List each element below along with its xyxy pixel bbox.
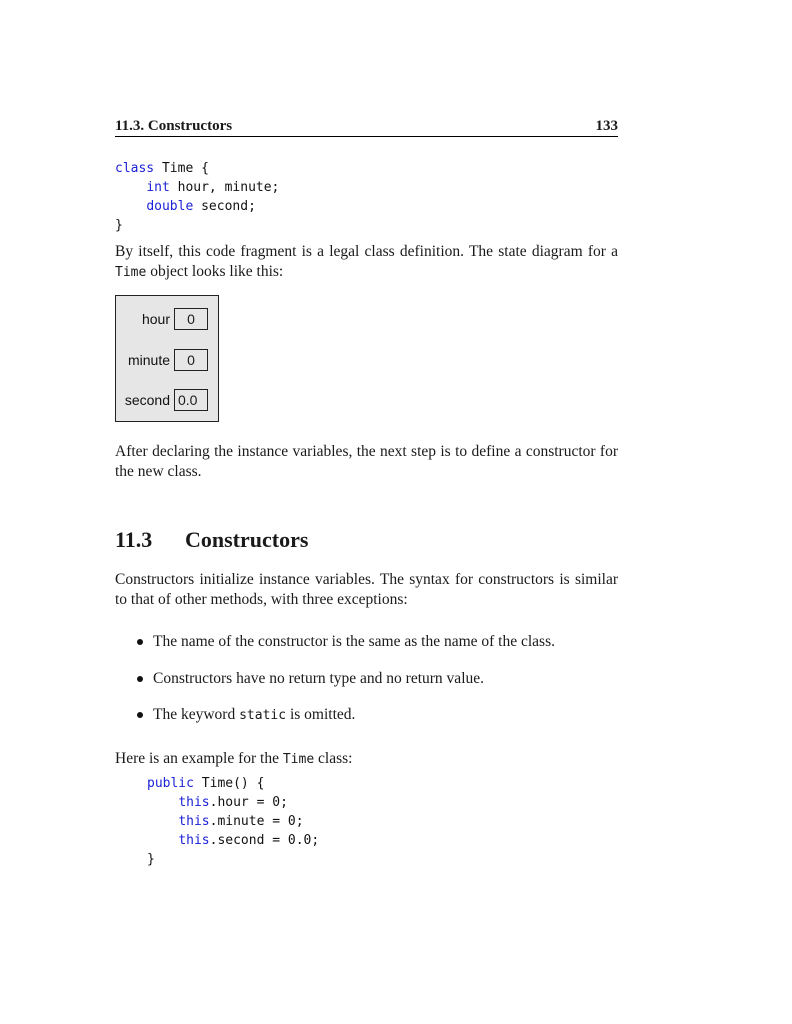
section-number: 11.3 bbox=[115, 527, 153, 552]
code-text: .second = 0.0; bbox=[209, 833, 320, 848]
bullet-icon bbox=[137, 639, 143, 645]
bullet-text: The name of the constructor is the same … bbox=[153, 633, 556, 650]
paragraph-text: object looks like this: bbox=[146, 262, 284, 280]
code-text: Time() { bbox=[193, 776, 265, 791]
bullet-text: The keyword static is omitted. bbox=[153, 705, 355, 726]
inline-code: Time bbox=[282, 752, 315, 767]
paragraph-text: class: bbox=[314, 750, 353, 767]
variable-label: minute bbox=[127, 352, 170, 368]
code-text: .hour = 0; bbox=[209, 795, 288, 810]
paragraph-text: Here is an example for the bbox=[115, 750, 283, 767]
code-keyword: public bbox=[147, 776, 194, 791]
code-keyword: this bbox=[178, 795, 210, 810]
variable-label: hour bbox=[141, 311, 170, 327]
paragraph-state-diagram-intro: By itself, this code fragment is a legal… bbox=[115, 242, 618, 282]
paragraph-text: By itself, this code fragment is a legal… bbox=[115, 243, 618, 260]
inline-code: Time bbox=[115, 264, 147, 280]
state-row-minute: minute 0 bbox=[116, 349, 220, 371]
running-header: 11.3. Constructors 133 bbox=[115, 118, 618, 137]
inline-code: static bbox=[239, 708, 287, 723]
code-text: } bbox=[115, 218, 123, 233]
variable-value-box: 0 bbox=[174, 308, 208, 330]
header-page-number: 133 bbox=[595, 118, 619, 134]
section-title: Constructors bbox=[185, 527, 309, 552]
code-text: Time { bbox=[154, 161, 209, 176]
bullet-icon bbox=[137, 712, 143, 718]
code-text: .minute = 0; bbox=[209, 814, 304, 829]
bullet-text-part: is omitted. bbox=[286, 706, 356, 723]
state-row-hour: hour 0 bbox=[116, 308, 220, 330]
paragraph-example-intro: Here is an example for the Time class: bbox=[115, 749, 618, 770]
code-text: second; bbox=[193, 199, 256, 214]
bullet-text-part: The keyword bbox=[153, 706, 240, 723]
state-row-second: second 0.0 bbox=[116, 389, 220, 411]
variable-value-box: 0 bbox=[174, 349, 208, 371]
code-keyword: double bbox=[146, 199, 194, 214]
code-keyword: this bbox=[178, 833, 210, 848]
header-section-title: 11.3. Constructors bbox=[115, 118, 233, 134]
variable-label: second bbox=[124, 392, 170, 408]
code-keyword: this bbox=[178, 814, 210, 829]
paragraph-next-step: After declaring the instance variables, … bbox=[115, 443, 618, 480]
bullet-text: Constructors have no return type and no … bbox=[153, 670, 485, 687]
code-text: hour, minute; bbox=[169, 180, 280, 195]
bullet-icon bbox=[137, 676, 143, 682]
time-state-diagram: hour 0 minute 0 second 0.0 bbox=[115, 295, 219, 422]
code-block-constructor: public Time() { this.hour = 0; this.minu… bbox=[147, 774, 319, 869]
variable-value-box: 0.0 bbox=[174, 389, 208, 411]
code-keyword: class bbox=[115, 161, 155, 176]
code-keyword: int bbox=[146, 180, 170, 195]
code-text: } bbox=[147, 852, 155, 867]
code-block-class-time: class Time { int hour, minute; double se… bbox=[115, 159, 279, 235]
section-heading: 11.3 Constructors bbox=[115, 527, 308, 553]
paragraph-constructors-intro: Constructors initialize instance variabl… bbox=[115, 571, 618, 608]
